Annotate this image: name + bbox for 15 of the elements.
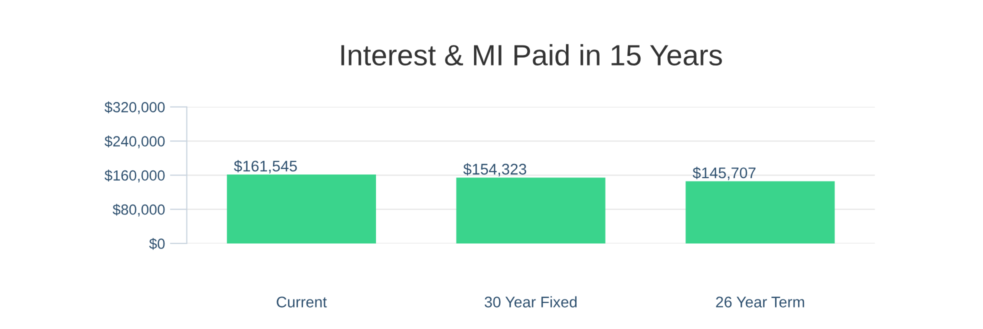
x-tick-label: Current bbox=[276, 296, 327, 308]
y-tick-label: $0 bbox=[149, 238, 165, 250]
x-tick-label: 30 Year Fixed bbox=[484, 296, 577, 308]
bar bbox=[226, 174, 376, 244]
y-tick-label: $320,000 bbox=[104, 101, 165, 114]
data-label: $154,323 bbox=[463, 163, 526, 176]
chart-title: Interest & MI Paid in 15 Years bbox=[341, 44, 722, 66]
y-tick-label: $240,000 bbox=[104, 136, 165, 148]
bar bbox=[686, 181, 835, 244]
y-tick-label: $80,000 bbox=[112, 204, 165, 216]
data-label: $145,707 bbox=[692, 166, 756, 180]
y-tick-label: $160,000 bbox=[104, 170, 165, 182]
x-tick-label: 26 Year Term bbox=[716, 296, 804, 308]
bar bbox=[456, 178, 606, 244]
data-label: $161,545 bbox=[234, 160, 297, 174]
